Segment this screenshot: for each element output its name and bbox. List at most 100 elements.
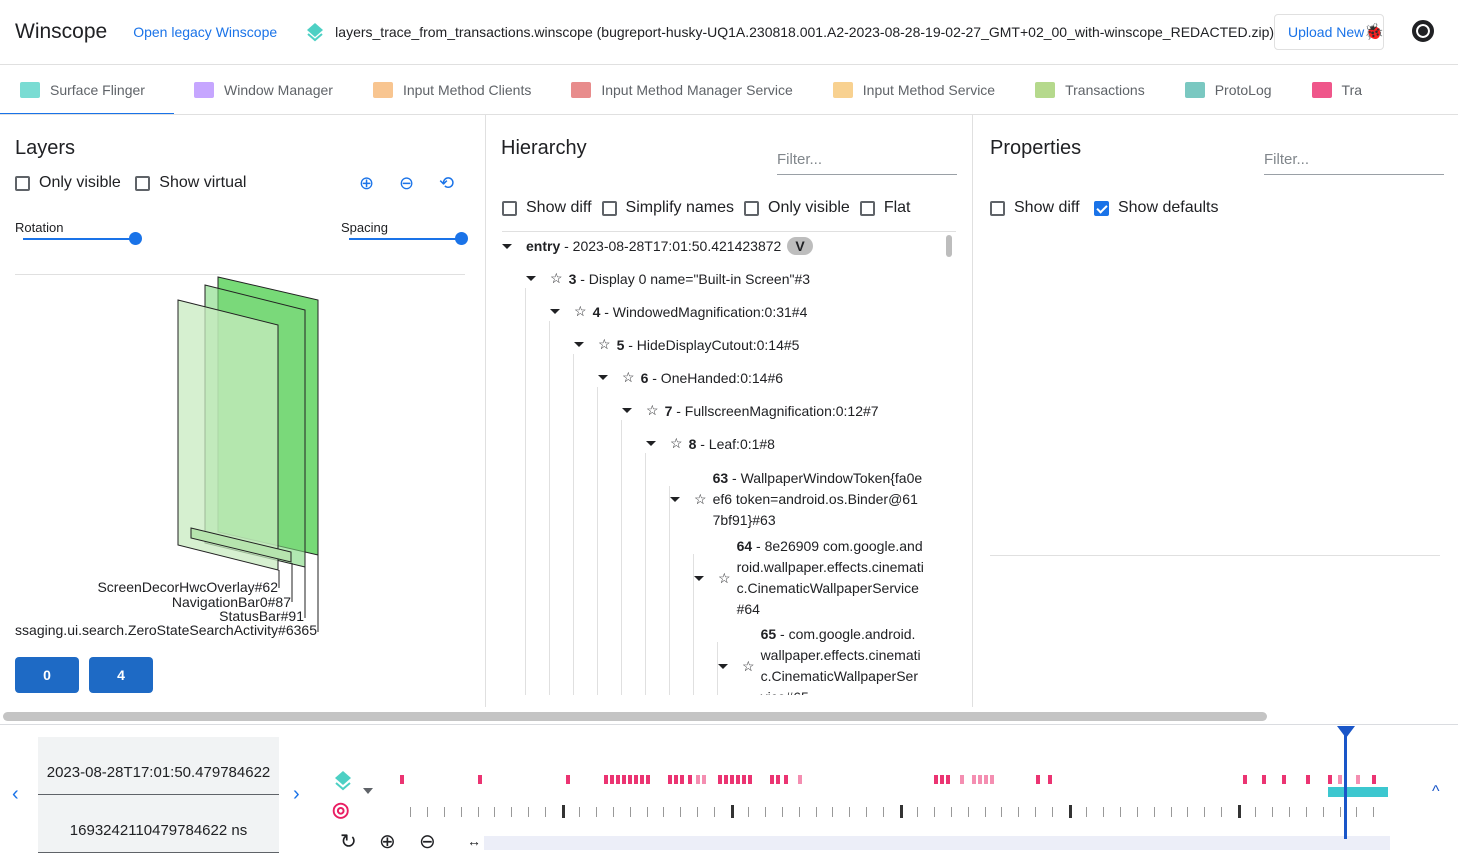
collapse-caret-icon[interactable]: [526, 276, 536, 281]
transaction-entry-mark[interactable]: [674, 775, 678, 784]
tab-surface-flinger[interactable]: Surface Flinger: [0, 65, 174, 114]
cursor-handle[interactable]: [1337, 726, 1355, 738]
properties-filter-input[interactable]: Filter...: [1264, 151, 1444, 175]
transactions-trace-icon[interactable]: ◎: [332, 799, 350, 821]
display-button-4[interactable]: 4: [89, 657, 153, 693]
tree-node[interactable]: ☆ 7 - FullscreenMagnification:0:12#7: [622, 402, 879, 419]
tree-node[interactable]: ☆ 64 - 8e26909 com.google.android.wallpap…: [694, 536, 925, 620]
prev-entry-icon[interactable]: ‹: [12, 783, 19, 805]
layer-label[interactable]: NavigationBar0#87: [171, 594, 291, 610]
transaction-entry-mark[interactable]: [616, 775, 620, 784]
transaction-entry-mark[interactable]: [984, 775, 988, 784]
timestamp-input[interactable]: 2023-08-28T17:01:50.479784622: [38, 737, 279, 795]
transaction-entry-mark[interactable]: [718, 775, 722, 784]
transaction-entry-mark[interactable]: [628, 775, 632, 784]
transaction-entry-mark[interactable]: [742, 775, 746, 784]
expand-timeline-icon[interactable]: ^: [1432, 783, 1440, 800]
transaction-entry-mark[interactable]: [724, 775, 728, 784]
tab-input-method-manager-service[interactable]: Input Method Manager Service: [551, 65, 812, 114]
drag-handle-icon[interactable]: ↔: [467, 833, 481, 849]
tree-node[interactable]: ☆ 5 - HideDisplayCutout:0:14#5: [574, 336, 799, 353]
transaction-entry-mark[interactable]: [1372, 775, 1376, 784]
transaction-entry-mark[interactable]: [688, 775, 692, 784]
transaction-entry-mark[interactable]: [566, 775, 570, 784]
layers-entry-marker[interactable]: [1328, 787, 1388, 797]
layer-label[interactable]: StatusBar#91: [219, 608, 304, 624]
transaction-entry-mark[interactable]: [646, 775, 650, 784]
transaction-entry-mark[interactable]: [1306, 775, 1310, 784]
transaction-entry-mark[interactable]: [610, 775, 614, 784]
pin-star-icon[interactable]: ☆: [574, 303, 587, 319]
transaction-entry-mark[interactable]: [1243, 775, 1247, 784]
tab-tra[interactable]: Tra: [1292, 65, 1382, 114]
transaction-entry-mark[interactable]: [696, 775, 700, 784]
collapse-caret-icon[interactable]: [670, 497, 680, 502]
transaction-entry-mark[interactable]: [622, 775, 626, 784]
layer-label[interactable]: ssaging.ui.search.ZeroStateSearchActivit…: [15, 622, 317, 638]
collapse-caret-icon[interactable]: [574, 342, 584, 347]
transaction-entry-mark[interactable]: [770, 775, 774, 784]
transaction-entry-mark[interactable]: [400, 775, 404, 784]
tree-node[interactable]: ☆ 65 - com.google.android.wallpaper.effec…: [718, 624, 925, 695]
tree-scrollbar[interactable]: [946, 235, 952, 257]
transaction-entry-mark[interactable]: [736, 775, 740, 784]
transaction-entry-mark[interactable]: [1328, 775, 1332, 784]
transaction-entry-mark[interactable]: [1338, 775, 1342, 784]
transaction-entry-mark[interactable]: [478, 775, 482, 784]
transaction-entry-mark[interactable]: [1048, 775, 1052, 784]
collapse-caret-icon[interactable]: [694, 575, 704, 581]
simplify-names-checkbox[interactable]: Simplify names: [601, 199, 734, 217]
transaction-entry-mark[interactable]: [702, 775, 706, 784]
tree-node[interactable]: ☆ 6 - OneHanded:0:14#6: [598, 369, 783, 386]
checkbox-box[interactable]: [135, 175, 151, 191]
tree-node[interactable]: entry - 2023-08-28T17:01:50.421423872 V: [502, 237, 813, 255]
horizontal-scrollbar[interactable]: [3, 712, 1267, 721]
transaction-entry-mark[interactable]: [776, 775, 780, 784]
tree-node[interactable]: ☆ 8 - Leaf:0:1#8: [646, 435, 775, 452]
transaction-entry-mark[interactable]: [978, 775, 982, 784]
transaction-entry-mark[interactable]: [668, 775, 672, 784]
checkbox-box[interactable]: [15, 175, 30, 191]
layers-3d-view[interactable]: [0, 270, 486, 650]
theme-toggle-icon[interactable]: [1412, 20, 1434, 42]
upload-new-button[interactable]: Upload New: [1274, 14, 1384, 50]
open-legacy-link[interactable]: Open legacy Winscope: [133, 24, 278, 40]
show-virtual-checkbox[interactable]: Show virtual: [135, 174, 246, 192]
transaction-entry-mark[interactable]: [748, 775, 752, 784]
checkbox-box[interactable]: [990, 200, 1005, 216]
show-diff-checkbox[interactable]: Show diff: [502, 199, 592, 217]
transaction-entry-mark[interactable]: [1036, 775, 1040, 784]
transaction-entry-mark[interactable]: [1282, 775, 1286, 784]
pin-star-icon[interactable]: ☆: [718, 569, 731, 586]
collapse-caret-icon[interactable]: [622, 408, 632, 413]
transaction-entry-mark[interactable]: [972, 775, 976, 784]
show-defaults-checkbox[interactable]: Show defaults: [1093, 199, 1219, 217]
timestamp-ns-input[interactable]: 1693242110479784622 ns: [38, 795, 279, 853]
checkbox-box[interactable]: [1093, 200, 1109, 216]
transaction-entry-mark[interactable]: [634, 775, 638, 784]
tab-input-method-service[interactable]: Input Method Service: [813, 65, 1015, 114]
trace-dropdown-icon[interactable]: [363, 788, 373, 794]
timeline-zoom-out-icon[interactable]: ⊖: [419, 831, 436, 853]
hierarchy-filter-input[interactable]: Filter...: [777, 151, 957, 175]
tab-protolog[interactable]: ProtoLog: [1165, 65, 1292, 114]
cursor-line[interactable]: [1344, 731, 1347, 839]
display-button-0[interactable]: 0: [15, 657, 79, 693]
layer-label[interactable]: ScreenDecorHwcOverlay#62: [97, 579, 278, 595]
show-diff-checkbox[interactable]: Show diff: [990, 199, 1080, 217]
transaction-entry-mark[interactable]: [960, 775, 964, 784]
transaction-entry-mark[interactable]: [940, 775, 944, 784]
transaction-entry-mark[interactable]: [798, 775, 802, 784]
pin-star-icon[interactable]: ☆: [742, 657, 755, 674]
bug-report-icon[interactable]: 🐞: [1364, 24, 1384, 41]
reset-history-icon[interactable]: ⟲: [439, 173, 455, 193]
pin-star-icon[interactable]: ☆: [550, 270, 563, 286]
transaction-entry-mark[interactable]: [680, 775, 684, 784]
timeline-zoom-in-icon[interactable]: ⊕: [379, 831, 396, 853]
transaction-entry-mark[interactable]: [730, 775, 734, 784]
checkbox-box[interactable]: [859, 200, 875, 216]
pin-star-icon[interactable]: ☆: [694, 491, 707, 507]
rotation-slider[interactable]: [23, 238, 135, 240]
layers-trace-icon[interactable]: [333, 769, 353, 791]
spacing-slider[interactable]: [349, 238, 461, 240]
